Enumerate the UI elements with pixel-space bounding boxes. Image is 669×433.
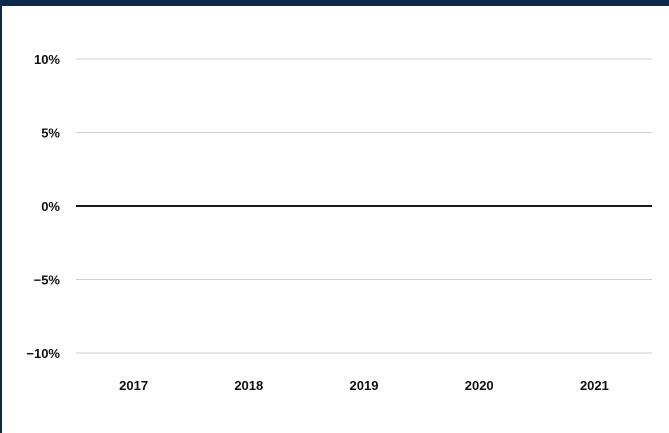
x-tick-label: 2020	[465, 378, 494, 393]
x-tick-label: 2018	[234, 378, 263, 393]
y-tick-label: 0%	[41, 199, 60, 214]
y-tick-label: 5%	[41, 126, 60, 141]
header-bar	[2, 0, 669, 6]
y-tick-label: 10%	[34, 52, 60, 67]
y-tick-label: −10%	[26, 346, 60, 361]
x-tick-label: 2019	[350, 378, 379, 393]
y-tick-label: −5%	[34, 273, 61, 288]
x-tick-label: 2021	[580, 378, 609, 393]
x-tick-label: 2017	[119, 378, 148, 393]
